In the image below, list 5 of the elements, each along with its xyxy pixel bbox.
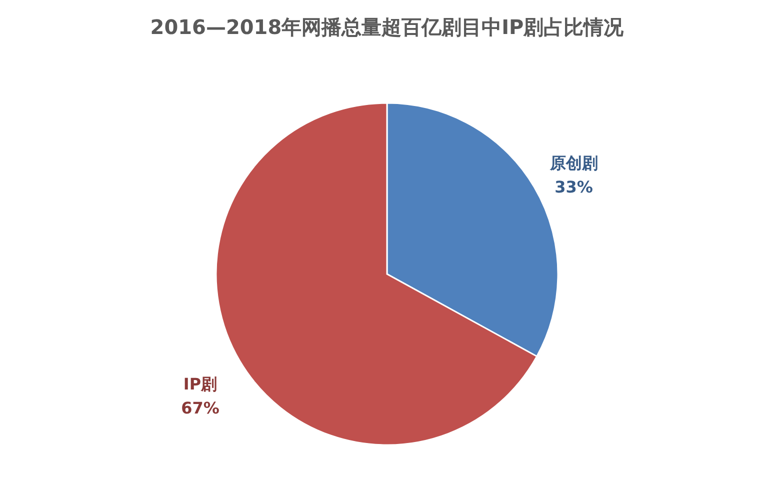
chart-title: 2016—2018年网播总量超百亿剧目中IP剧占比情况 [150,15,625,39]
slice-label: 原创剧 [548,154,598,173]
data-label: 33% [554,178,593,197]
data-label: 67% [181,398,220,418]
slice-label: IP剧 [183,374,218,394]
